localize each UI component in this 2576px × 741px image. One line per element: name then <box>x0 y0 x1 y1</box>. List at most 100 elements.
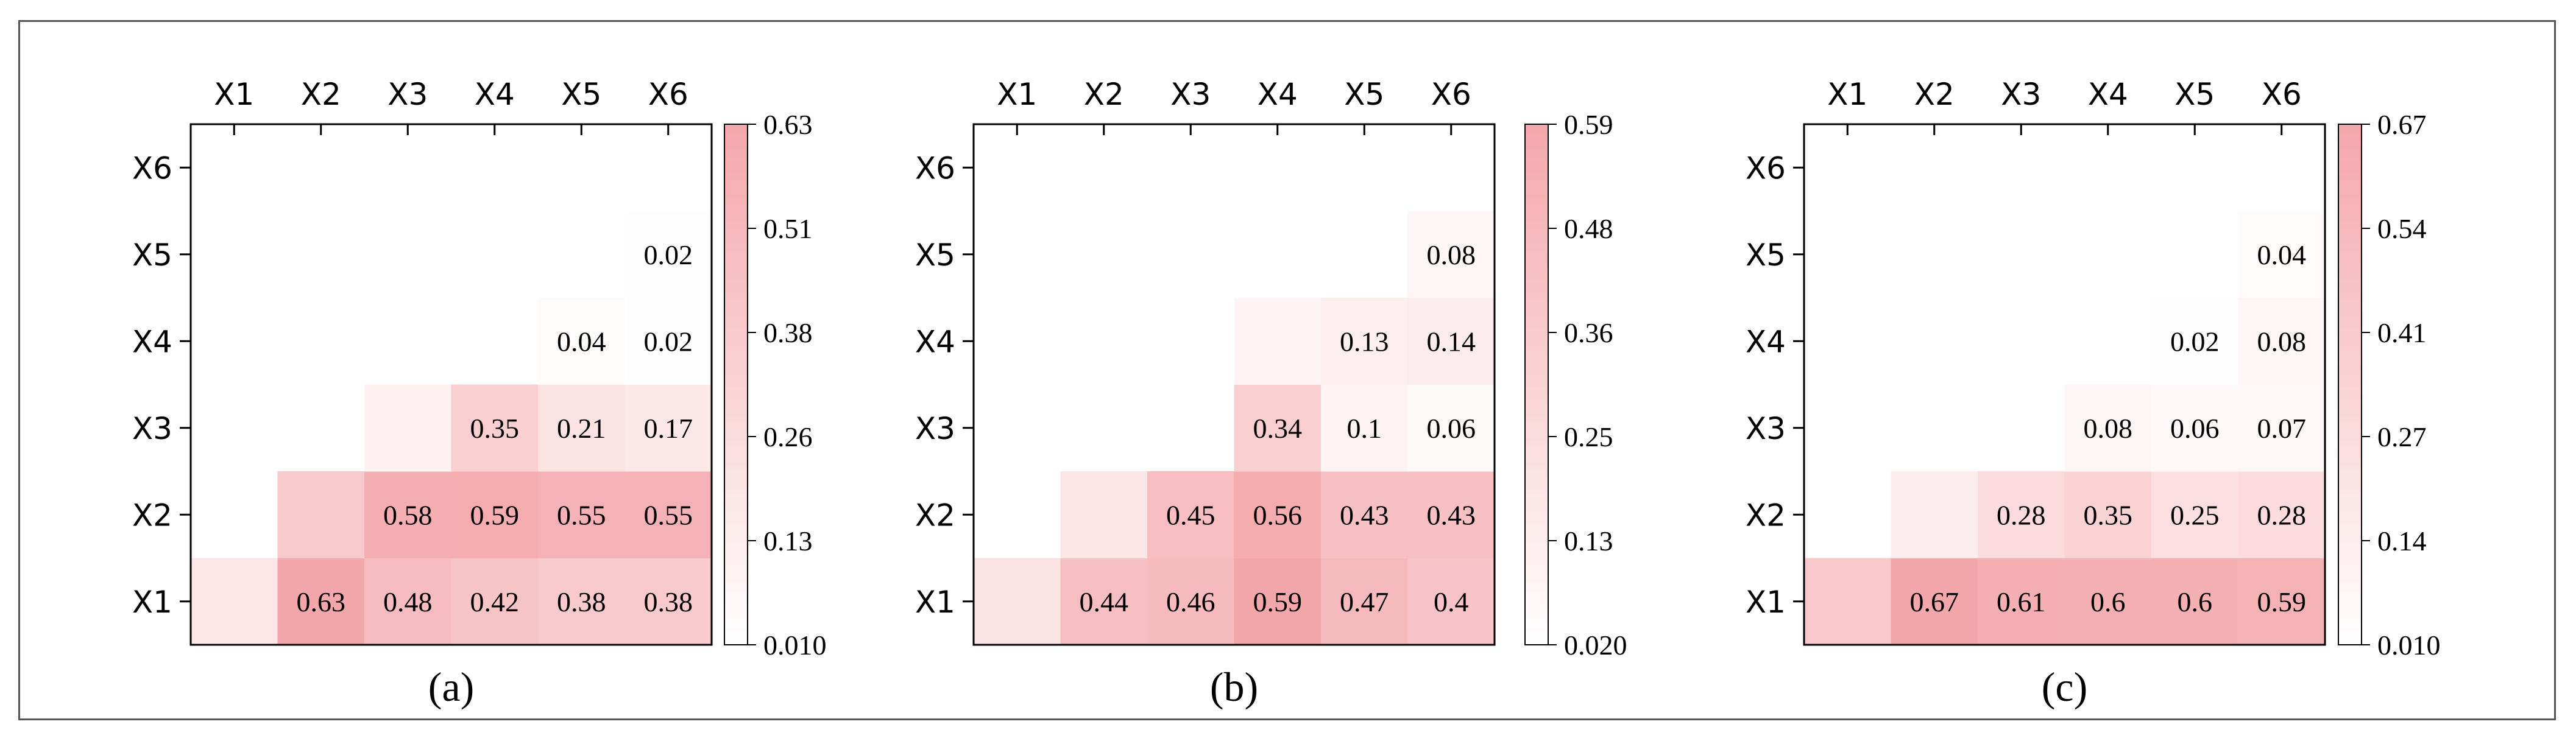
heatmap-cell <box>1891 471 1978 558</box>
x-tick-label: X2 <box>1914 77 1955 112</box>
heatmap-cell <box>191 558 278 645</box>
heatmap-cell <box>1321 471 1408 558</box>
colorbar <box>2338 124 2362 645</box>
colorbar-tick-label: 0.51 <box>763 213 813 244</box>
cell-value-label: 0.67 <box>1910 586 1959 617</box>
heatmap-cell <box>1321 384 1408 472</box>
heatmap-cell <box>364 471 451 558</box>
heatmap-cell <box>1234 558 1322 645</box>
cell-value-label: 0.14 <box>1427 326 1476 357</box>
plot-frame <box>972 123 1496 646</box>
heatmap-cell <box>974 558 1061 645</box>
colorbar <box>724 124 748 645</box>
y-tick-label: X3 <box>132 411 172 446</box>
heatmap-cell <box>625 471 712 558</box>
cell-value-label: 0.43 <box>1340 499 1389 530</box>
heatmap-cell <box>1321 558 1408 645</box>
cell-value-label: 0.25 <box>2170 499 2220 530</box>
heatmap-cell <box>2064 558 2152 645</box>
cell-value-label: 0.34 <box>1253 413 1303 444</box>
x-tick-label: X3 <box>1170 77 1211 112</box>
cell-value-label: 0.06 <box>2170 413 2220 444</box>
colorbar-tick-label: 0.48 <box>1564 213 1613 244</box>
y-tick-label: X3 <box>1746 411 1786 446</box>
cell-value-label: 0.07 <box>2257 413 2307 444</box>
heatmap-cell <box>538 558 625 645</box>
plot-frame <box>189 123 713 646</box>
cell-value-label: 0.48 <box>383 586 433 617</box>
heatmap-cell <box>2151 298 2238 385</box>
y-tick-label: X6 <box>132 150 172 186</box>
cell-value-label: 0.02 <box>644 239 693 270</box>
y-tick-label: X6 <box>1746 150 1786 186</box>
heatmap-cell <box>1060 558 1148 645</box>
heatmap-cell <box>2238 471 2326 558</box>
cell-value-label: 0.06 <box>1427 413 1476 444</box>
heatmap-cell <box>2238 211 2326 298</box>
heatmap-cell <box>625 558 712 645</box>
y-tick-label: X4 <box>132 324 172 359</box>
heatmap-cell <box>538 298 625 385</box>
colorbar-tick-label: 0.36 <box>1564 317 1613 348</box>
cell-value-label: 0.38 <box>557 586 606 617</box>
cell-value-label: 0.38 <box>644 586 693 617</box>
y-tick-label: X5 <box>1746 237 1786 273</box>
heatmap-cell <box>1407 211 1495 298</box>
heatmap-cell <box>1978 558 2065 645</box>
y-tick-label: X4 <box>915 324 955 359</box>
colorbar-tick-label: 0.26 <box>763 421 813 452</box>
heatmap-cell <box>364 558 451 645</box>
colorbar-tick-label: 0.010 <box>763 630 827 661</box>
heatmap-cell <box>1234 471 1322 558</box>
heatmap-cell <box>2151 471 2238 558</box>
heatmap-cell <box>625 384 712 472</box>
cell-value-label: 0.61 <box>1997 586 2046 617</box>
cell-value-label: 0.47 <box>1340 586 1389 617</box>
heatmap-cell <box>1321 298 1408 385</box>
cell-value-label: 0.42 <box>470 586 520 617</box>
x-tick-label: X1 <box>1827 77 1867 112</box>
heatmap-cell <box>277 558 365 645</box>
heatmap-cell <box>625 298 712 385</box>
x-tick-label: X6 <box>2262 77 2302 112</box>
colorbar-tick-label: 0.27 <box>2377 421 2427 452</box>
x-tick-label: X6 <box>648 77 688 112</box>
colorbar-tick-label: 0.010 <box>2377 630 2441 661</box>
x-tick-label: X4 <box>2088 77 2128 112</box>
cell-value-label: 0.59 <box>1253 586 1303 617</box>
colorbar-tick-label: 0.63 <box>763 109 813 140</box>
cell-value-label: 0.59 <box>2257 586 2307 617</box>
panel-label: (a) <box>428 664 474 710</box>
colorbar-tick-label: 0.13 <box>763 525 813 557</box>
heatmap-panel-1: 0.63 0.48 0.42 0.38 0.38 0.58 0.59 0.55 0.55 0.35… <box>132 77 827 710</box>
cell-value-label: 0.08 <box>2084 413 2133 444</box>
cell-value-label: 0.55 <box>644 499 693 530</box>
x-tick-label: X5 <box>561 77 601 112</box>
x-tick-label: X3 <box>2001 77 2041 112</box>
x-tick-label: X6 <box>1431 77 1471 112</box>
cell-value-label: 0.28 <box>2257 499 2307 530</box>
cell-value-label: 0.4 <box>1434 586 1469 617</box>
y-tick-label: X6 <box>915 150 955 186</box>
panel-label: (b) <box>1210 664 1258 710</box>
heatmap-cell <box>1147 471 1234 558</box>
x-tick-label: X2 <box>1084 77 1124 112</box>
heatmap-panel-3: 0.67 0.61 0.6 0.6 0.59 0.28 0.35 0.25 0.28 0.08 0.… <box>1746 77 2441 710</box>
x-tick-label: X4 <box>475 77 515 112</box>
x-tick-label: X5 <box>1344 77 1384 112</box>
colorbar-tick-label: 0.54 <box>2377 213 2427 244</box>
y-tick-label: X2 <box>1746 497 1786 533</box>
heatmap-cell <box>1407 298 1495 385</box>
cell-value-label: 0.08 <box>2257 326 2307 357</box>
heatmap-cell <box>2238 384 2326 472</box>
colorbar-tick-label: 0.41 <box>2377 317 2427 348</box>
cell-value-label: 0.6 <box>2178 586 2213 617</box>
y-tick-label: X1 <box>1746 585 1786 620</box>
heatmap-cell <box>2064 384 2152 472</box>
heatmap-cell <box>2151 558 2238 645</box>
y-tick-label: X1 <box>132 585 172 620</box>
cell-value-label: 0.58 <box>383 499 433 530</box>
heatmap-cell <box>2238 298 2326 385</box>
colorbar-tick-label: 0.67 <box>2377 109 2427 140</box>
cell-value-label: 0.35 <box>470 413 520 444</box>
